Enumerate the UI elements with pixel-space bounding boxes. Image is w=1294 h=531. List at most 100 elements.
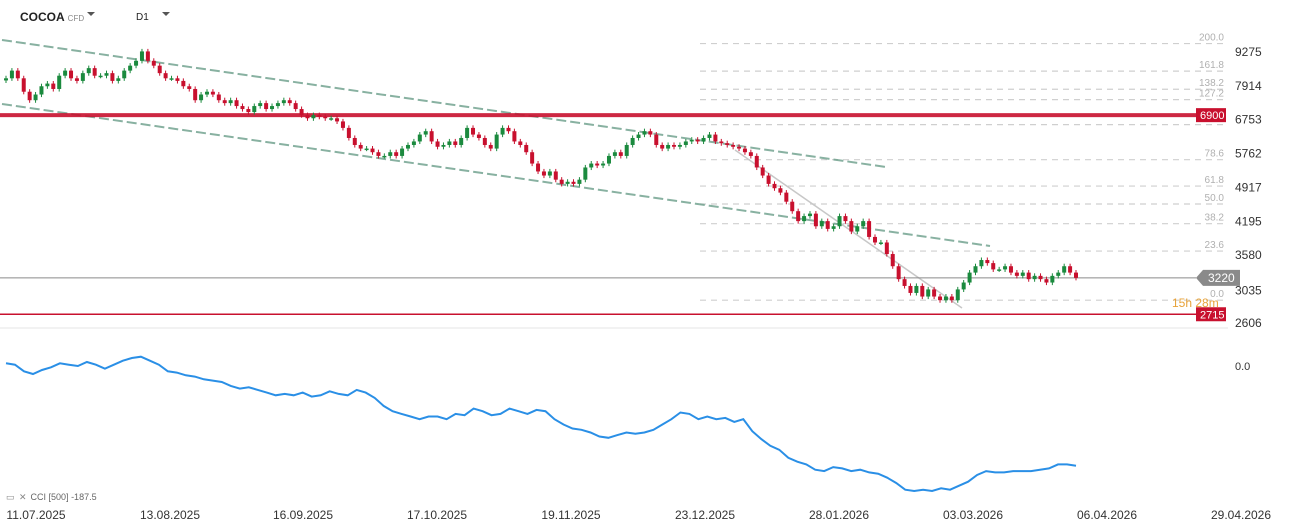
candle-body xyxy=(86,68,91,74)
candle-body xyxy=(530,152,535,164)
candle-body xyxy=(1008,266,1013,273)
fib-level-label: 0.0 xyxy=(1210,289,1224,300)
candle-body xyxy=(807,213,812,217)
candle-body xyxy=(1074,272,1078,278)
candle-body xyxy=(949,296,954,301)
candle-body xyxy=(541,171,546,176)
candle-body xyxy=(878,242,883,244)
current-price-tag xyxy=(1196,269,1240,286)
timeframe-selector[interactable]: D1 xyxy=(136,12,149,23)
candle-body xyxy=(311,115,316,119)
candle-body xyxy=(193,88,198,101)
candle-body xyxy=(695,139,700,142)
candle-body xyxy=(264,103,269,110)
candle-body xyxy=(666,144,671,149)
candle-body xyxy=(802,216,807,222)
candle-body xyxy=(672,144,677,147)
candle-body xyxy=(252,106,257,113)
x-axis-tick-label: 13.08.2025 xyxy=(140,508,200,522)
candle-body xyxy=(902,279,907,286)
x-axis-tick-label: 29.04.2026 xyxy=(1211,508,1271,522)
x-axis-tick-label: 06.04.2026 xyxy=(1077,508,1137,522)
symbol-dropdown-icon[interactable] xyxy=(87,12,95,16)
candle-body xyxy=(74,78,79,81)
candle-body xyxy=(417,134,422,142)
candle-body xyxy=(228,100,233,104)
candle-body xyxy=(766,175,771,184)
fib-level-label: 200.0 xyxy=(1199,33,1224,44)
candle-body xyxy=(382,155,387,158)
candle-body xyxy=(601,163,606,166)
candle-body xyxy=(104,73,109,76)
candle-body xyxy=(943,296,948,301)
y-axis-tick-label: 3035 xyxy=(1235,283,1262,297)
candle-body xyxy=(21,78,26,92)
timeframe-dropdown-icon[interactable] xyxy=(162,12,170,16)
candle-body xyxy=(536,163,541,172)
candle-body xyxy=(961,282,966,290)
countdown-label: 15h 28m xyxy=(1172,296,1219,310)
price-level-tag-text: 6900 xyxy=(1200,110,1224,122)
candle-body xyxy=(453,141,458,145)
channel-upper-line xyxy=(1,39,887,168)
candle-body xyxy=(388,152,393,156)
candle-body xyxy=(624,144,629,156)
price-level-tag-text: 2715 xyxy=(1200,309,1224,321)
candle-body xyxy=(991,263,996,270)
candle-body xyxy=(654,134,659,145)
candle-body xyxy=(506,127,511,132)
candle-body xyxy=(346,127,351,138)
fib-level-label: 127.2 xyxy=(1199,89,1224,100)
candle-body xyxy=(287,100,292,104)
candle-body xyxy=(134,60,139,66)
price-level-tag xyxy=(1196,108,1226,123)
candle-body xyxy=(376,152,381,156)
candle-body xyxy=(825,221,830,229)
candle-body xyxy=(719,141,724,144)
candle-body xyxy=(778,188,783,193)
candle-body xyxy=(270,106,275,110)
candle-body xyxy=(559,179,564,184)
candle-body xyxy=(128,65,133,71)
candle-body xyxy=(204,91,209,95)
candle-body xyxy=(293,103,298,110)
candle-body xyxy=(1044,279,1049,283)
candle-body xyxy=(997,269,1002,271)
fib-level-label: 78.6 xyxy=(1205,149,1225,160)
candle-body xyxy=(571,181,576,184)
candle-body xyxy=(890,254,895,267)
candle-body xyxy=(612,152,617,156)
candle-body xyxy=(855,226,860,232)
candle-body xyxy=(772,183,777,189)
candle-body xyxy=(737,146,742,149)
candle-body xyxy=(175,78,180,81)
candle-body xyxy=(873,236,878,243)
y-axis-tick-label: 7914 xyxy=(1235,79,1262,93)
candle-body xyxy=(938,296,943,301)
candle-body xyxy=(199,94,204,101)
symbol-name[interactable]: COCOA CFD xyxy=(20,10,84,24)
current-price-tag-text: 3220 xyxy=(1208,271,1235,285)
x-axis-tick-label: 03.03.2026 xyxy=(943,508,1003,522)
candle-body xyxy=(281,100,286,104)
candle-body xyxy=(606,155,611,164)
indicator-label: ▭ ✕ CCI [500] -187.5 xyxy=(6,492,97,503)
candle-body xyxy=(547,171,552,176)
candle-body xyxy=(33,94,38,101)
candle-body xyxy=(234,100,239,107)
candle-body xyxy=(411,141,416,145)
indicator-settings-icon[interactable]: ▭ ✕ xyxy=(6,492,28,502)
candle-body xyxy=(435,141,440,147)
candle-body xyxy=(583,167,588,180)
candle-body xyxy=(335,118,340,122)
candle-body xyxy=(69,70,74,79)
candle-body xyxy=(400,148,405,156)
candle-body xyxy=(45,83,50,87)
candle-body xyxy=(595,163,600,166)
indicator-text: CCI [500] -187.5 xyxy=(30,492,97,502)
candle-body xyxy=(955,289,960,301)
candle-body xyxy=(57,75,62,89)
candle-body xyxy=(488,144,493,149)
y-axis-tick-label: 4195 xyxy=(1235,214,1262,228)
